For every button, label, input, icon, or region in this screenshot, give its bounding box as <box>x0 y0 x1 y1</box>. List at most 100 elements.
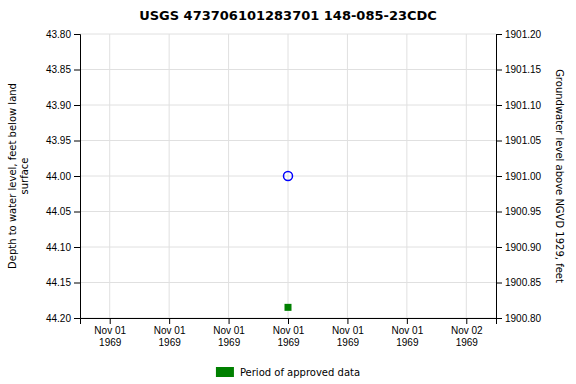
y-tick-mark <box>74 105 80 106</box>
y-tick-mark <box>74 318 80 319</box>
x-tick: Nov 011969 <box>273 318 305 348</box>
y-tick: 44.15 <box>46 277 80 288</box>
marks <box>284 172 293 311</box>
x-tick: Nov 011969 <box>392 318 424 348</box>
y-tick-label: 44.20 <box>46 313 71 324</box>
x-tick: Nov 011969 <box>332 318 364 348</box>
y-tick-label: 44.15 <box>46 277 71 288</box>
y2-tick: 1900.95 <box>496 206 542 217</box>
y2-tick-mark <box>496 318 502 319</box>
y-tick-label: 44.05 <box>46 206 71 217</box>
x-grid-line <box>169 34 170 318</box>
y2-tick-label: 1900.90 <box>505 242 542 253</box>
y-tick-mark <box>74 212 80 213</box>
grid <box>80 34 496 318</box>
x-tick: Nov 021969 <box>451 318 483 348</box>
x-tick: Nov 011969 <box>154 318 186 348</box>
y-tick: 44.05 <box>46 206 80 217</box>
legend-swatch <box>216 367 234 377</box>
title: USGS 473706101283701 148-085-23CDC <box>139 8 437 23</box>
y-tick: 43.80 <box>46 29 80 40</box>
x-tick-label: Nov 021969 <box>451 325 483 348</box>
y2-tick-label: 1901.15 <box>505 64 542 75</box>
y-tick-mark <box>74 70 80 71</box>
y-tick: 43.95 <box>46 135 80 146</box>
y-axis-line <box>74 35 81 319</box>
series <box>285 304 292 311</box>
x-grid-line <box>347 34 348 318</box>
y-tick-mark <box>74 283 80 284</box>
y-tick: 44.10 <box>46 242 80 253</box>
x-tick: Nov 011969 <box>94 318 126 348</box>
x-tick-mark <box>466 318 467 324</box>
point <box>285 304 292 311</box>
y2-tick-label: 1901.05 <box>505 135 542 146</box>
y2-tick: 1900.90 <box>496 242 542 253</box>
x-tick-label: Nov 011969 <box>154 325 186 348</box>
y2-tick: 1901.00 <box>496 171 542 182</box>
x-tick-mark <box>229 318 230 324</box>
y-tick-label: 43.80 <box>46 29 71 40</box>
y-tick-label: 43.95 <box>46 135 71 146</box>
y2-tick-mark <box>496 283 502 284</box>
x-grid-line <box>228 34 229 318</box>
y2-tick-mark <box>496 141 502 142</box>
y-tick-mark <box>74 247 80 248</box>
y2-tick-mark <box>496 34 502 35</box>
y-tick: 44.00 <box>46 171 80 182</box>
y2-axis: 1900.80 1900.85 1900.90 1900.95 1901.00 1901.… <box>496 29 542 324</box>
legend: Period of approved data <box>216 367 360 378</box>
y-tick-mark <box>74 141 80 142</box>
y2-tick: 1900.80 <box>496 313 542 324</box>
y2-tick-mark <box>496 70 502 71</box>
y2-tick-label: 1900.80 <box>505 313 542 324</box>
y2-tick-mark <box>496 176 502 177</box>
y2-tick: 1901.10 <box>496 100 542 111</box>
y2-tick: 1901.20 <box>496 29 542 40</box>
y-tick-label: 43.85 <box>46 64 71 75</box>
x-tick-label: Nov 011969 <box>332 325 364 348</box>
y2-axis-title: Groundwater level above NGVD 1929, feet <box>554 69 565 283</box>
y-tick-label: 44.10 <box>46 242 71 253</box>
y2-tick-label: 1901.20 <box>505 29 542 40</box>
chart: Nov 011969 Nov 011969 Nov 011969 Nov 011969… <box>0 0 576 384</box>
y2-tick: 1901.15 <box>496 64 542 75</box>
x-grid-line <box>466 34 467 318</box>
y-tick: 43.85 <box>46 64 80 75</box>
y2-tick: 1901.05 <box>496 135 542 146</box>
x-axis: Nov 011969 Nov 011969 Nov 011969 Nov 011969… <box>81 318 497 348</box>
y2-tick-mark <box>496 247 502 248</box>
x-grid-line <box>109 34 110 318</box>
legend-item: Period of approved data <box>216 367 360 378</box>
y2-tick-label: 1901.00 <box>505 171 542 182</box>
y-tick-mark <box>74 34 80 35</box>
x-tick-label: Nov 011969 <box>273 325 305 348</box>
x-tick-mark <box>110 318 111 324</box>
x-tick-mark <box>288 318 289 324</box>
y2-tick-mark <box>496 212 502 213</box>
y-axis-title: Depth to water level, feet below landsur… <box>7 83 30 269</box>
y2-tick-label: 1901.10 <box>505 100 542 111</box>
y-axis: 43.80 43.85 43.90 43.95 44.00 44.05 44.10 44.15… <box>46 29 81 324</box>
point <box>284 172 293 181</box>
y-tick: 44.20 <box>46 313 80 324</box>
y2-axis-line <box>497 35 503 319</box>
y-tick-label: 43.90 <box>46 100 71 111</box>
x-grid-line <box>288 34 289 318</box>
x-tick-label: Nov 011969 <box>392 325 424 348</box>
y2-tick-mark <box>496 105 502 106</box>
series <box>284 172 293 181</box>
plot: Nov 011969 Nov 011969 Nov 011969 Nov 011969… <box>7 29 565 348</box>
x-tick-label: Nov 011969 <box>94 325 126 348</box>
y-tick: 43.90 <box>46 100 80 111</box>
x-tick-mark <box>169 318 170 324</box>
y2-tick: 1900.85 <box>496 277 542 288</box>
y2-tick-label: 1900.95 <box>505 206 542 217</box>
x-tick: Nov 011969 <box>213 318 245 348</box>
legend-label: Period of approved data <box>240 367 360 378</box>
x-grid-line <box>406 34 407 318</box>
y-tick-label: 44.00 <box>46 171 71 182</box>
x-tick-mark <box>347 318 348 324</box>
y-tick-mark <box>74 176 80 177</box>
x-tick-label: Nov 011969 <box>213 325 245 348</box>
